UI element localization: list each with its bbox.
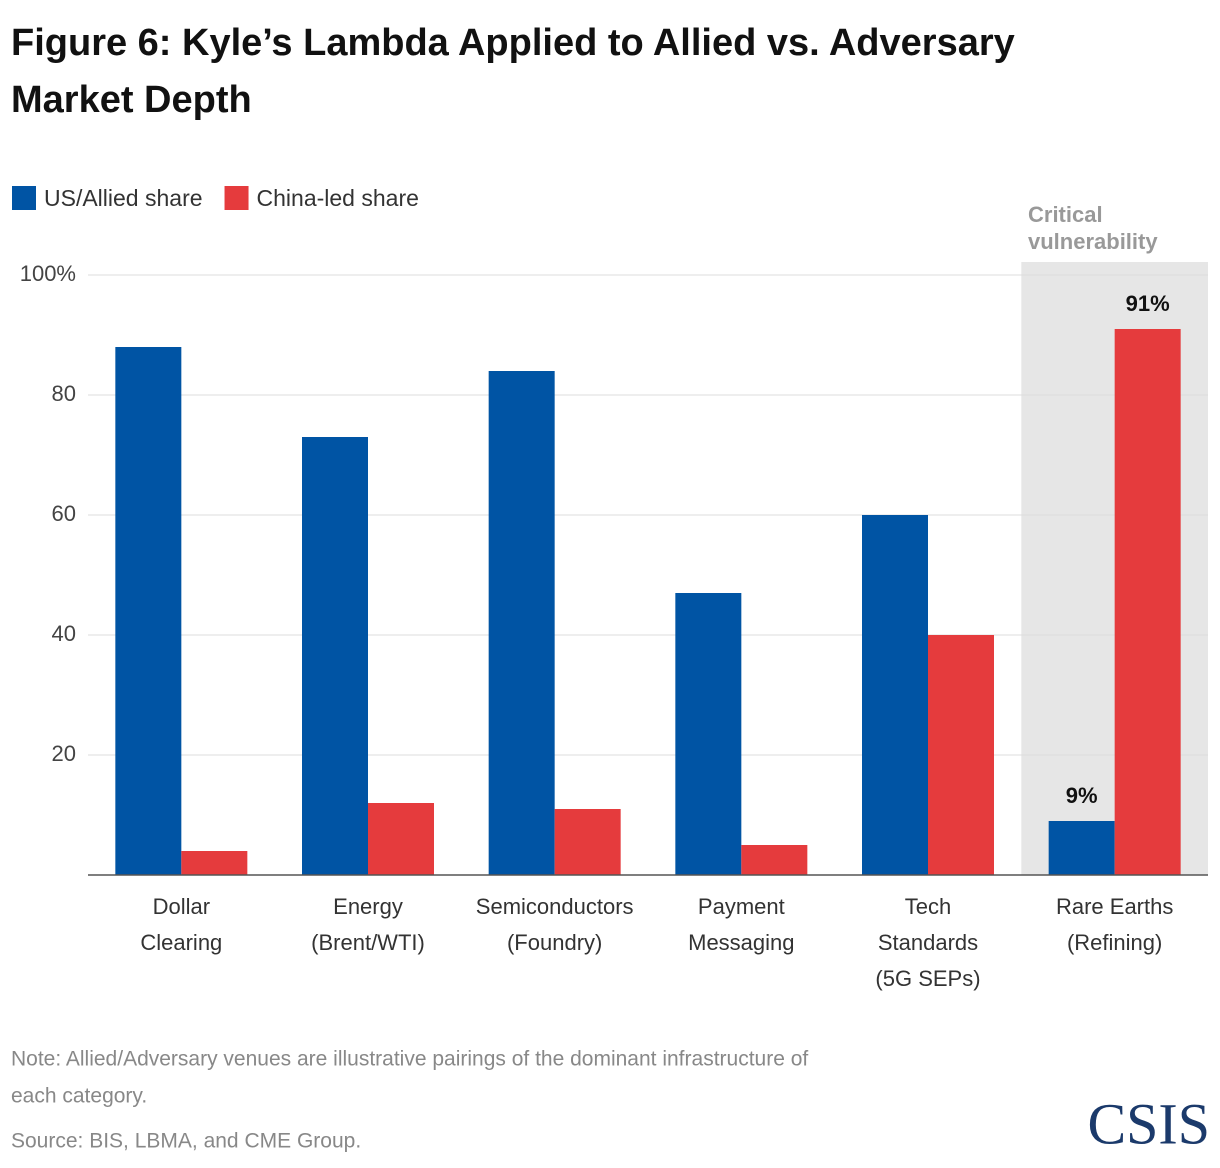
source: Source: BIS, LBMA, and CME Group. [11,1130,361,1153]
x-tick-label: (Refining) [1067,930,1162,955]
bar [741,845,808,875]
x-tick-label: Standards [878,930,978,955]
bar [675,593,742,875]
chart-title: Market Depth [11,79,252,121]
bar [368,803,434,875]
legend-label: US/Allied share [44,185,203,211]
x-tick-label: Tech [905,894,951,919]
y-tick-label: 80 [52,381,76,406]
x-tick-label: (Brent/WTI) [311,930,425,955]
logo: CSIS [1087,1091,1210,1156]
bar [181,851,248,875]
x-tick-label: (Foundry) [507,930,602,955]
x-tick-label: Dollar [153,894,210,919]
chart-title: Figure 6: Kyle’s Lambda Applied to Allie… [11,22,1015,64]
x-tick-label: Clearing [140,930,222,955]
bar [862,515,928,875]
y-tick-label: 20 [52,741,76,766]
note: Note: Allied/Adversary venues are illust… [11,1048,808,1071]
x-tick-label: Semiconductors [476,894,634,919]
bar [302,437,368,875]
bar [1048,821,1115,875]
value-label: 9% [1066,783,1098,808]
x-tick-label: Payment [698,894,785,919]
x-tick-label: Rare Earths [1056,894,1173,919]
y-tick-label: 40 [52,621,76,646]
bar [488,371,555,875]
legend-label: China-led share [257,185,419,211]
legend-swatch [224,186,249,210]
y-tick-label: 60 [52,501,76,526]
x-tick-label: Messaging [688,930,794,955]
y-tick-label: 100% [20,261,76,286]
bar [554,809,621,875]
note: each category. [11,1085,147,1108]
value-label: 91% [1126,291,1170,316]
bar [115,347,182,875]
annotation-line: vulnerability [1028,229,1158,254]
x-tick-label: (5G SEPs) [875,966,980,991]
x-tick-label: Energy [333,894,403,919]
legend-swatch [12,186,36,210]
annotation-line: Critical [1028,202,1103,227]
bar [928,635,994,875]
bar [1114,329,1181,875]
